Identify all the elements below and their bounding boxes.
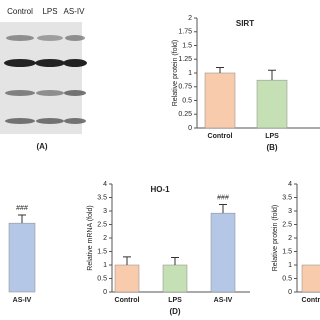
- y-tick-label: 1.5: [182, 42, 192, 49]
- blot-bands: [4, 35, 87, 124]
- x-tick-label: Control: [208, 133, 233, 140]
- y-tick-label: 0.5: [97, 275, 107, 282]
- error-bar: [171, 256, 179, 265]
- bar: [114, 264, 140, 293]
- chart-title: HO-1: [150, 185, 170, 194]
- x-tick-label: Control: [302, 297, 320, 304]
- lane-label: AS-IV: [64, 7, 86, 16]
- y-tick-label: 1: [103, 262, 107, 269]
- x-tick-label: Control: [115, 297, 140, 304]
- y-tick-label: 0: [103, 289, 107, 296]
- y-tick-label: 1: [288, 262, 292, 269]
- bar: [162, 264, 188, 293]
- lane-label: LPS: [42, 7, 57, 16]
- significance-label: ###: [217, 194, 229, 201]
- y-tick-label: 4: [288, 181, 292, 188]
- x-tick-label: AS-IV: [13, 297, 32, 304]
- panel-label: (B): [266, 143, 277, 152]
- x-tick-label: LPS: [168, 297, 182, 304]
- y-axis-label: Relative mRNA (fold): [87, 205, 94, 270]
- y-tick-label: 2: [103, 235, 107, 242]
- x-tick-label: AS-IV: [214, 297, 233, 304]
- error-bar: [123, 256, 131, 265]
- lane-label: Control: [7, 7, 33, 16]
- bar: [301, 264, 320, 293]
- y-axis-label: Relative protein (fold): [172, 40, 179, 107]
- y-tick-label: 2: [288, 235, 292, 242]
- y-tick-label: 3.5: [282, 194, 292, 201]
- y-tick-label: 0: [288, 289, 292, 296]
- panel-label: (D): [169, 307, 180, 316]
- y-tick-label: 1: [188, 70, 192, 77]
- y-tick-label: 0.5: [282, 275, 292, 282]
- y-tick-label: 2.5: [282, 221, 292, 228]
- y-tick-label: 3: [288, 208, 292, 215]
- y-tick-label: 1.5: [282, 248, 292, 255]
- error-bar: [216, 67, 224, 73]
- y-tick-label: 1.25: [178, 56, 192, 63]
- error-bar: [268, 69, 276, 81]
- y-tick-label: 0.75: [178, 84, 192, 91]
- bar: [210, 212, 236, 293]
- chart-title: SIRT: [236, 19, 254, 28]
- bar: [256, 79, 288, 129]
- x-tick-label: LPS: [265, 133, 279, 140]
- significance-label: ###: [16, 205, 28, 212]
- y-tick-label: 2: [188, 15, 192, 22]
- panel-label: (A): [36, 142, 47, 151]
- y-tick-label: 0.5: [182, 97, 192, 104]
- error-bar: [18, 214, 26, 224]
- y-tick-label: 3.5: [97, 194, 107, 201]
- y-tick-label: 1.5: [97, 248, 107, 255]
- error-bar: [219, 204, 227, 214]
- y-tick-label: 0.25: [178, 111, 192, 118]
- western-blot: Control LPS AS-IV (A): [0, 7, 87, 151]
- bar: [8, 222, 36, 293]
- y-tick-label: 3: [103, 208, 107, 215]
- bar: [204, 72, 236, 129]
- y-tick-label: 2.5: [97, 221, 107, 228]
- y-axis-label: Relative protein (fold): [272, 205, 279, 272]
- y-tick-label: 4: [103, 181, 107, 188]
- y-tick-label: 1.75: [178, 29, 192, 36]
- y-tick-label: 0: [188, 125, 192, 132]
